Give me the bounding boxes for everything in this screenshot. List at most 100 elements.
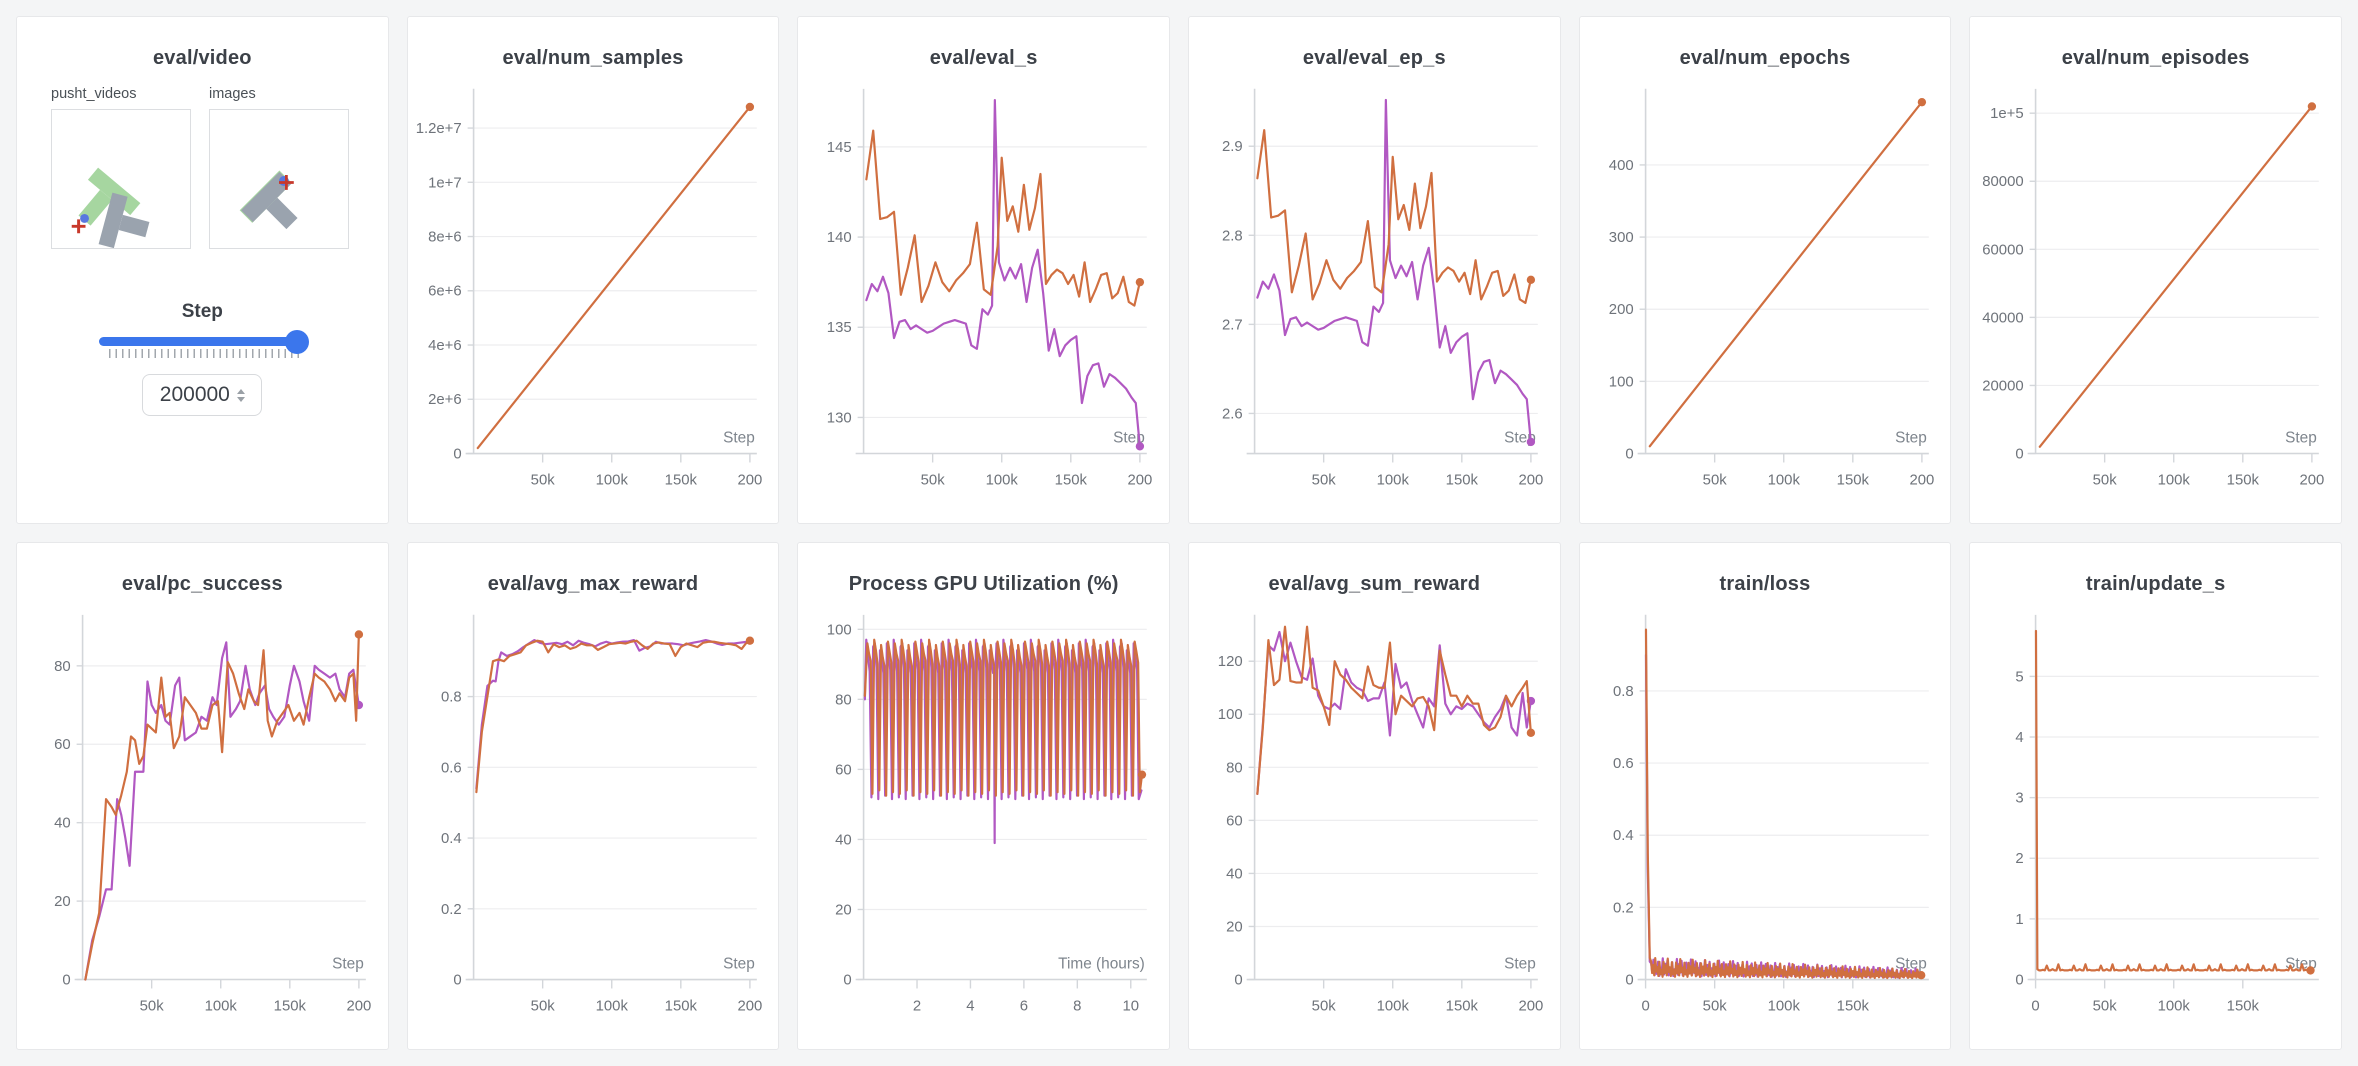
chart-title: eval/num_samples (502, 47, 684, 69)
x-tick-label: 150k (664, 998, 697, 1014)
x-tick-label: 150k (274, 998, 307, 1014)
y-tick-label: 40000 (1983, 310, 2024, 326)
x-axis-label: Step (723, 430, 755, 447)
image-thumbnail[interactable] (209, 109, 349, 249)
chart-eval-avg-max-reward[interactable]: 0 0.2 0.4 0.6 0.8 50k 100k 150k 200 Step (408, 598, 779, 1049)
chart-panel-eval-num-samples: eval/num_samples 0 2e+6 4e+6 6e+6 8e+6 1e+7 1.2… (406, 16, 780, 524)
y-tick-label: 0 (1234, 972, 1242, 988)
series-line-run-purple (865, 98, 1142, 448)
y-tick-label: 100 (1608, 374, 1633, 390)
y-tick-label: 200 (1608, 302, 1633, 318)
step-up-icon[interactable] (236, 388, 245, 394)
y-tick-label: 100 (827, 622, 852, 638)
series-line-run-purple (1644, 653, 1920, 979)
video-thumbnail-pusht[interactable] (51, 109, 191, 249)
step-slider[interactable] (99, 329, 310, 358)
x-axis-label: Step (1504, 956, 1536, 973)
series-line-run-purple (1256, 98, 1532, 443)
y-tick-label: 20 (1226, 919, 1243, 935)
x-axis-label: Step (2285, 430, 2317, 447)
chart-eval-pc-success[interactable]: 0 20 40 60 80 50k 100k 150k 200 Step (17, 598, 388, 1049)
series-line-run-orange (2035, 629, 2312, 972)
x-tick-label: 0 (2032, 998, 2040, 1014)
x-tick-label: 100k (986, 472, 1019, 488)
stepper-arrows[interactable] (236, 388, 245, 402)
chart-train-loss[interactable]: 0 0.2 0.4 0.6 0.8 0 50k 100k 150k Step (1580, 598, 1951, 1049)
y-tick-label: 80 (835, 692, 852, 708)
x-tick-label: 0 (1641, 998, 1649, 1014)
x-tick-label: 4 (967, 998, 975, 1014)
y-tick-label: 2 (2016, 851, 2024, 867)
y-tick-label: 80000 (1983, 174, 2024, 190)
y-tick-label: 80 (54, 659, 71, 675)
slider-track[interactable] (99, 329, 310, 354)
y-tick-label: 0 (453, 446, 461, 462)
series-line-run-orange (84, 633, 360, 981)
slider-handle[interactable] (285, 329, 310, 354)
x-axis-label: Step (1895, 956, 1927, 973)
chart-title: Process GPU Utilization (%) (848, 573, 1119, 595)
x-tick-label: 100k (1377, 472, 1410, 488)
y-tick-label: 1 (2016, 912, 2024, 928)
x-tick-label: 100k (595, 998, 628, 1014)
slider-tick-ruler (109, 349, 300, 358)
y-tick-label: 6e+6 (428, 284, 462, 300)
chart-panel-eval-num-episodes: eval/num_episodes 0 20000 40000 60000 80000 1e… (1969, 16, 2342, 524)
media-label-pusht-videos: pusht_videos (51, 86, 137, 102)
x-axis-label: Time (hours) (1058, 956, 1145, 973)
series-line-run-orange (2038, 105, 2314, 448)
series-line-run-orange (1648, 101, 1923, 448)
chart-panel-eval-avg-sum-reward: eval/avg_sum_reward 0 20 40 60 80 100 120 50k 100… (1187, 542, 1561, 1050)
x-tick-label: 150k (2227, 998, 2260, 1014)
chart-eval-num-samples[interactable]: 0 2e+6 4e+6 6e+6 8e+6 1e+7 1.2e+7 50k 100k 150k 20… (408, 72, 779, 523)
chart-title: eval/pc_success (121, 573, 283, 595)
y-tick-label: 4e+6 (428, 338, 462, 354)
y-tick-label: 40 (1226, 866, 1243, 882)
step-input-value[interactable]: 200000 (159, 383, 230, 406)
series-endpoint-dot-run-orange (2308, 102, 2317, 111)
x-tick-label: 50k (1702, 472, 1727, 488)
gray-t-shape (239, 170, 298, 230)
chart-eval-num-epochs[interactable]: 0 100 200 300 400 50k 100k 150k 200 Step (1580, 72, 1951, 523)
chart-eval-eval-s[interactable]: 130 135 140 145 50k 100k 150k 200 Step (798, 72, 1169, 523)
image-frame (239, 170, 298, 230)
x-tick-label: 50k (921, 472, 946, 488)
axes: 0 20 40 60 80 100 120 50k 100k 150k 200 Step (1218, 614, 1543, 1014)
y-tick-label: 140 (827, 230, 852, 246)
chart-eval-num-episodes[interactable]: 0 20000 40000 60000 80000 1e+5 50k 100k 150k 200 S… (1970, 72, 2341, 523)
x-tick-label: 150k (1055, 472, 1088, 488)
x-axis-label: Step (723, 956, 755, 973)
step-slider-label: Step (181, 301, 223, 322)
x-tick-label: 100k (595, 472, 628, 488)
chart-title: eval/avg_max_reward (487, 573, 699, 595)
x-tick-label: 100k (1377, 998, 1410, 1014)
chart-panel-eval-eval-s: eval/eval_s 130 135 140 145 50k 100k 150k 200 Ste… (797, 16, 1170, 524)
x-tick-label: 50k (1312, 998, 1337, 1014)
series-line-run-orange (474, 639, 751, 794)
y-tick-label: 60 (835, 762, 852, 778)
agent-dot (80, 213, 89, 223)
y-tick-label: 0 (1625, 446, 1633, 462)
step-down-icon[interactable] (236, 396, 245, 402)
y-tick-label: 0 (2016, 972, 2024, 988)
x-tick-label: 200 (737, 472, 762, 488)
chart-eval-avg-sum-reward[interactable]: 0 20 40 60 80 100 120 50k 100k 150k 200 Step (1189, 598, 1560, 1049)
y-tick-label: 1e+7 (428, 175, 462, 191)
x-tick-label: 150k (1446, 472, 1479, 488)
x-tick-label: 6 (1020, 998, 1028, 1014)
series-endpoint-dot-run-orange (745, 636, 754, 645)
chart-process-gpu-utilization[interactable]: 0 20 40 60 80 100 2 4 6 8 10 Time (hours) (798, 598, 1169, 1049)
y-tick-label: 135 (827, 320, 852, 336)
y-tick-label: 145 (827, 140, 852, 156)
step-input[interactable]: 200000 (142, 374, 263, 416)
y-tick-label: 2.7 (1222, 317, 1243, 333)
gray-t-shape (98, 192, 150, 248)
series-endpoint-dot-run-orange (354, 630, 364, 639)
x-axis-label: Step (332, 956, 364, 973)
y-tick-label: 0 (844, 972, 852, 988)
x-axis-label: Step (1113, 430, 1145, 447)
